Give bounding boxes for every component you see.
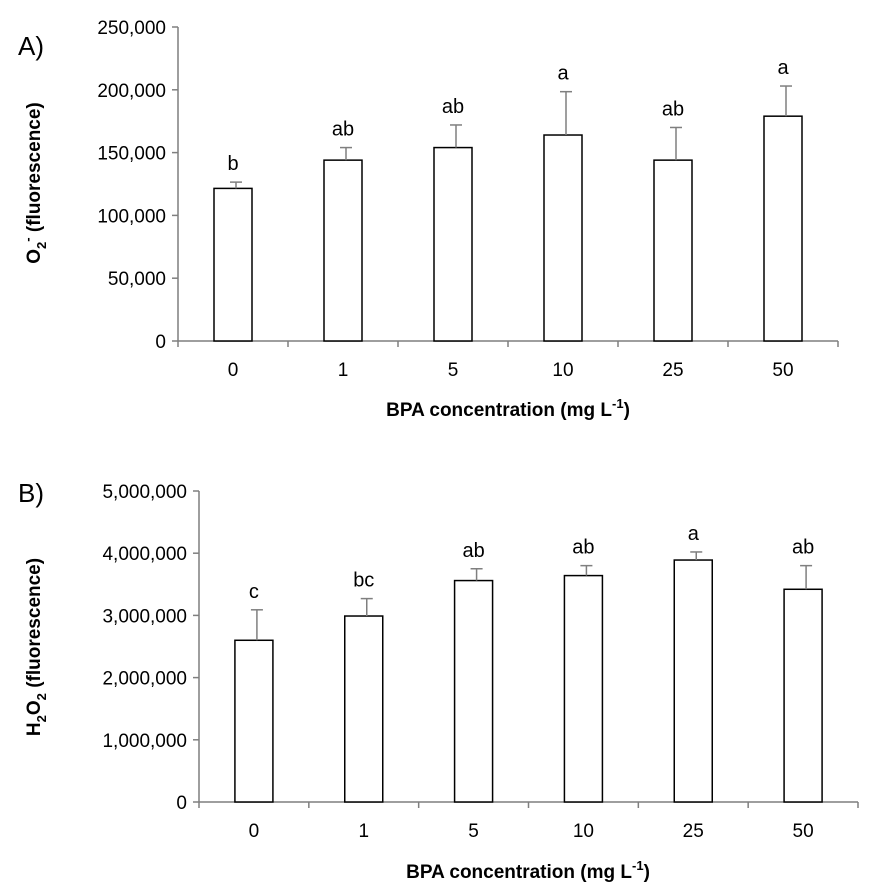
panel-b-bar [563, 574, 604, 803]
panel-b-bar [234, 639, 274, 803]
panel-b-significance-label: ab [462, 540, 484, 562]
panel-b-xlabel: BPA concentration (mg L-1) [406, 858, 650, 883]
panel-a-x-tick-label: 1 [338, 360, 349, 381]
panel-b-bar [453, 579, 494, 803]
panel-b-y-tick-label: 3,000,000 [102, 606, 187, 627]
panel-a-y-tick-label: 100,000 [97, 206, 166, 227]
panel-b-x-tick-label: 1 [358, 821, 369, 842]
panel-a-significance-label: ab [332, 119, 354, 141]
panel-a-x-tick-label: 50 [772, 360, 793, 381]
panel-a-bar [213, 187, 253, 342]
panel-b-y-tick-label: 2,000,000 [102, 669, 187, 690]
panel-b-x-tick-label: 5 [468, 821, 479, 842]
panel-a-y-tick-label: 150,000 [97, 144, 166, 165]
panel-a-significance-label: b [227, 153, 238, 175]
panel-b-y-tick-label: 1,000,000 [102, 731, 187, 752]
panel-b-significance-label: ab [572, 537, 594, 559]
panel-b-plot: 0 1,000,000 2,000,000 3,000,000 4,000,000 5,0… [102, 482, 859, 842]
panel-a-bar [763, 115, 803, 342]
panel-a-significance-label: a [557, 63, 569, 85]
panel-b-y-tick-label: 4,000,000 [102, 544, 187, 565]
panel-a-plot: 0 50,000 100,000 150,000 200,000 250,000 b 0 ab 1… [97, 18, 839, 381]
panel-b-x-tick-label: 25 [683, 821, 704, 842]
panel-b-significance-label: c [249, 581, 259, 603]
panel-a-x-tick-label: 25 [662, 360, 683, 381]
panel-a-bar [323, 159, 363, 342]
panel-b-y-tick-label: 5,000,000 [102, 482, 187, 503]
panel-b-significance-label: bc [353, 570, 374, 592]
panel-b-label: B) [18, 478, 44, 508]
panel-a-significance-label: ab [442, 96, 464, 118]
panel-a-bar [433, 146, 473, 342]
panel-a-bar [543, 134, 583, 342]
panel-a-xlabel: BPA concentration (mg L-1) [386, 396, 630, 421]
panel-a-ylabel: O2- (fluorescence) [20, 102, 49, 264]
panel-a-label: A) [18, 31, 44, 61]
panel-b-x-tick-label: 50 [793, 821, 814, 842]
panel-b-bar [673, 559, 713, 803]
panel-b-bar [344, 615, 384, 803]
panel-a-significance-label: a [777, 57, 789, 79]
panel-b-ylabel: H2O2 (fluorescence) [24, 558, 49, 736]
panel-a-bar [653, 159, 693, 342]
panel-a-x-tick-label: 0 [228, 360, 239, 381]
panel-b-significance-label: ab [792, 537, 814, 559]
panel-a-y-tick-label: 0 [155, 332, 166, 353]
panel-a-x-tick-label: 10 [552, 360, 573, 381]
panel-b-x-tick-label: 0 [249, 821, 260, 842]
panel-b-x-tick-label: 10 [573, 821, 594, 842]
panel-b-significance-label: a [688, 523, 700, 545]
panel-a-y-tick-label: 50,000 [108, 269, 166, 290]
panel-b-y-tick-label: 0 [176, 793, 187, 814]
panel-a-x-tick-label: 5 [448, 360, 459, 381]
panel-a-y-tick-label: 200,000 [97, 81, 166, 102]
panel-a-significance-label: ab [662, 98, 684, 120]
panel-a-y-tick-label: 250,000 [97, 18, 166, 39]
panel-b-bar [783, 588, 823, 803]
